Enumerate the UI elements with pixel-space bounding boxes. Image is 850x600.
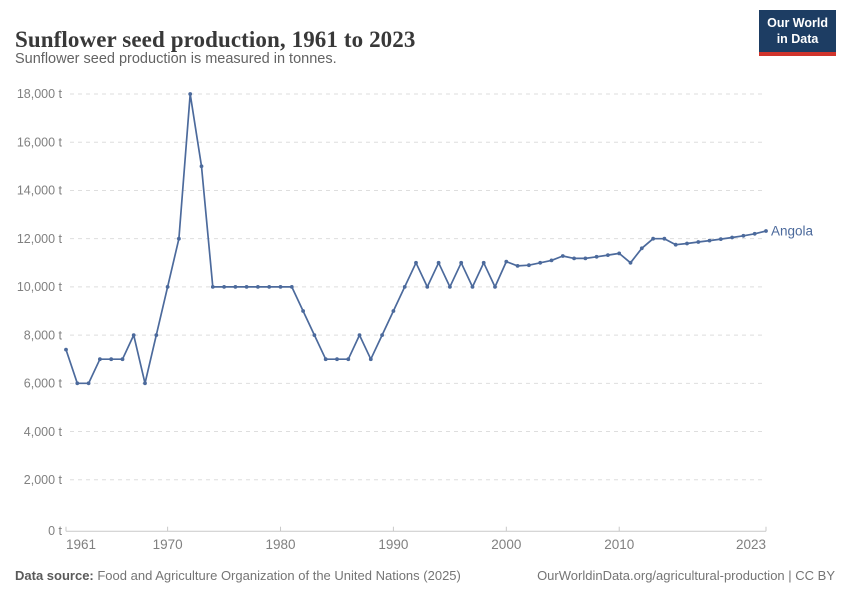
data-point-angola-2006[interactable] bbox=[572, 256, 576, 261]
y-tick-label-16000: 16,000 t bbox=[17, 135, 63, 149]
data-point-angola-1989[interactable] bbox=[380, 333, 384, 337]
data-point-angola-1980[interactable] bbox=[278, 285, 283, 289]
chart-subtitle: Sunflower seed production is measured in… bbox=[15, 51, 337, 67]
data-point-angola-2019[interactable] bbox=[718, 237, 723, 242]
x-tick-label-1961: 1961 bbox=[66, 537, 96, 552]
data-point-angola-1963[interactable] bbox=[86, 381, 91, 386]
data-point-angola-1984[interactable] bbox=[323, 357, 328, 362]
data-point-angola-1995[interactable] bbox=[448, 285, 452, 289]
data-point-angola-1983[interactable] bbox=[312, 333, 317, 337]
x-tick-label-1970: 1970 bbox=[153, 537, 183, 552]
data-point-angola-1971[interactable] bbox=[177, 236, 181, 241]
data-point-angola-2017[interactable] bbox=[696, 240, 701, 244]
y-tick-label-12000: 12,000 t bbox=[17, 232, 63, 246]
data-point-angola-1985[interactable] bbox=[335, 357, 339, 362]
owid-logo-line1: Our World bbox=[767, 16, 828, 30]
data-point-angola-1974[interactable] bbox=[210, 285, 215, 289]
x-tick-label-2000: 2000 bbox=[491, 537, 521, 552]
data-point-angola-2005[interactable] bbox=[560, 254, 565, 258]
data-source-text: Food and Agriculture Organization of the… bbox=[93, 568, 461, 583]
data-point-angola-2001[interactable] bbox=[515, 264, 520, 268]
data-point-angola-2022[interactable] bbox=[752, 231, 757, 236]
data-point-angola-1986[interactable] bbox=[346, 357, 351, 362]
data-point-angola-2023[interactable] bbox=[764, 229, 768, 233]
data-point-angola-2014[interactable] bbox=[662, 236, 667, 241]
data-point-angola-1992[interactable] bbox=[414, 260, 418, 265]
x-tick-label-2010: 2010 bbox=[604, 537, 634, 552]
page-title: Sunflower seed production, 1961 to 2023 bbox=[15, 27, 416, 53]
data-point-angola-1991[interactable] bbox=[402, 285, 407, 289]
data-point-angola-1965[interactable] bbox=[109, 357, 114, 362]
data-source-label: Data source: bbox=[15, 568, 94, 583]
y-tick-label-0: 0 t bbox=[48, 524, 62, 538]
data-point-angola-1962[interactable] bbox=[75, 381, 80, 386]
y-tick-label-18000: 18,000 t bbox=[17, 87, 63, 101]
credit-link[interactable]: OurWorldinData.org/agricultural-producti… bbox=[537, 568, 835, 583]
chart-footer: Data source: Food and Agriculture Organi… bbox=[15, 568, 835, 583]
data-point-angola-1977[interactable] bbox=[244, 285, 249, 289]
x-tick-label-1990: 1990 bbox=[378, 537, 408, 552]
data-point-angola-1997[interactable] bbox=[470, 285, 475, 289]
data-point-angola-2003[interactable] bbox=[538, 260, 543, 265]
data-point-angola-2013[interactable] bbox=[651, 236, 655, 241]
x-tick-label-2023: 2023 bbox=[736, 537, 766, 552]
data-point-angola-1973[interactable] bbox=[199, 164, 204, 169]
data-point-angola-1990[interactable] bbox=[391, 309, 396, 313]
data-point-angola-1964[interactable] bbox=[98, 357, 102, 362]
data-point-angola-1979[interactable] bbox=[267, 285, 272, 289]
data-point-angola-1966[interactable] bbox=[120, 357, 125, 362]
y-tick-label-14000: 14,000 t bbox=[17, 184, 63, 198]
data-point-angola-2020[interactable] bbox=[730, 235, 734, 240]
data-point-angola-1969[interactable] bbox=[154, 333, 159, 337]
data-point-angola-2015[interactable] bbox=[673, 242, 678, 247]
data-point-angola-1998[interactable] bbox=[481, 260, 486, 265]
data-point-angola-1993[interactable] bbox=[425, 285, 430, 289]
data-point-angola-2010[interactable] bbox=[617, 251, 622, 256]
data-point-angola-2000[interactable] bbox=[504, 259, 509, 264]
y-tick-label-2000: 2,000 t bbox=[24, 473, 63, 487]
data-point-angola-1976[interactable] bbox=[233, 285, 238, 289]
data-point-angola-1988[interactable] bbox=[368, 357, 373, 362]
owid-logo: Our World in Data bbox=[759, 10, 836, 56]
data-point-angola-2011[interactable] bbox=[628, 260, 633, 265]
data-point-angola-1968[interactable] bbox=[143, 381, 147, 386]
data-point-angola-1975[interactable] bbox=[222, 285, 227, 289]
data-point-angola-2007[interactable] bbox=[583, 256, 588, 261]
data-point-angola-1982[interactable] bbox=[301, 309, 305, 313]
data-point-angola-1981[interactable] bbox=[289, 285, 294, 289]
data-point-angola-2021[interactable] bbox=[741, 233, 746, 238]
data-point-angola-2009[interactable] bbox=[606, 253, 610, 257]
y-tick-label-6000: 6,000 t bbox=[24, 377, 63, 391]
entity-label-angola[interactable]: Angola bbox=[771, 223, 814, 238]
data-point-angola-1987[interactable] bbox=[357, 333, 362, 337]
data-point-angola-1972[interactable] bbox=[188, 92, 193, 96]
data-point-angola-1996[interactable] bbox=[459, 260, 464, 265]
data-point-angola-1999[interactable] bbox=[493, 285, 497, 289]
y-tick-label-10000: 10,000 t bbox=[17, 280, 63, 294]
data-point-angola-2018[interactable] bbox=[707, 238, 712, 243]
owid-logo-line2: in Data bbox=[776, 32, 819, 47]
data-point-angola-2008[interactable] bbox=[594, 254, 599, 259]
data-point-angola-2016[interactable] bbox=[685, 241, 689, 246]
data-point-angola-1961[interactable] bbox=[64, 347, 68, 352]
data-point-angola-2004[interactable] bbox=[549, 258, 554, 263]
data-point-angola-2012[interactable] bbox=[639, 246, 644, 251]
data-point-angola-1967[interactable] bbox=[131, 333, 136, 337]
y-tick-label-4000: 4,000 t bbox=[24, 425, 63, 439]
x-tick-label-1980: 1980 bbox=[265, 537, 295, 552]
data-point-angola-1978[interactable] bbox=[256, 285, 260, 289]
y-tick-label-8000: 8,000 t bbox=[24, 328, 63, 342]
data-point-angola-2002[interactable] bbox=[527, 263, 531, 268]
data-point-angola-1994[interactable] bbox=[436, 260, 441, 265]
data-point-angola-1970[interactable] bbox=[165, 285, 170, 289]
data-source-line: Data source: Food and Agriculture Organi… bbox=[15, 568, 461, 583]
